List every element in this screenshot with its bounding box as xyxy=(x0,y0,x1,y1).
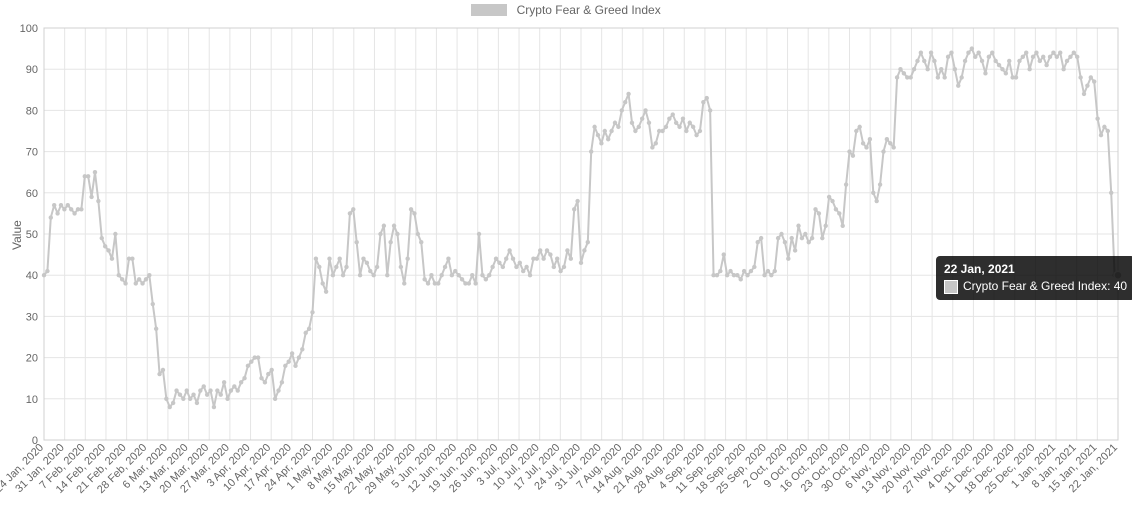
tooltip-title: 22 Jan, 2021 xyxy=(944,262,1127,276)
svg-text:10: 10 xyxy=(26,394,38,406)
svg-text:90: 90 xyxy=(26,64,38,76)
svg-text:50: 50 xyxy=(26,229,38,241)
chart-tooltip: 22 Jan, 2021 Crypto Fear & Greed Index: … xyxy=(936,256,1132,300)
tooltip-value: Crypto Fear & Greed Index: 40 xyxy=(963,279,1127,293)
svg-text:70: 70 xyxy=(26,147,38,159)
y-axis-label: Value xyxy=(10,220,24,250)
svg-text:30: 30 xyxy=(26,311,38,323)
tooltip-row: Crypto Fear & Greed Index: 40 xyxy=(944,279,1127,294)
svg-text:100: 100 xyxy=(20,23,38,35)
svg-text:40: 40 xyxy=(26,270,38,282)
svg-text:80: 80 xyxy=(26,105,38,117)
svg-text:60: 60 xyxy=(26,188,38,200)
svg-text:20: 20 xyxy=(26,353,38,365)
legend-label: Crypto Fear & Greed Index xyxy=(517,3,661,17)
legend-swatch xyxy=(471,4,507,16)
tooltip-swatch xyxy=(944,280,958,294)
chart-container: Crypto Fear & Greed Index Value 01020304… xyxy=(0,0,1132,518)
chart-legend[interactable]: Crypto Fear & Greed Index xyxy=(0,2,1132,17)
